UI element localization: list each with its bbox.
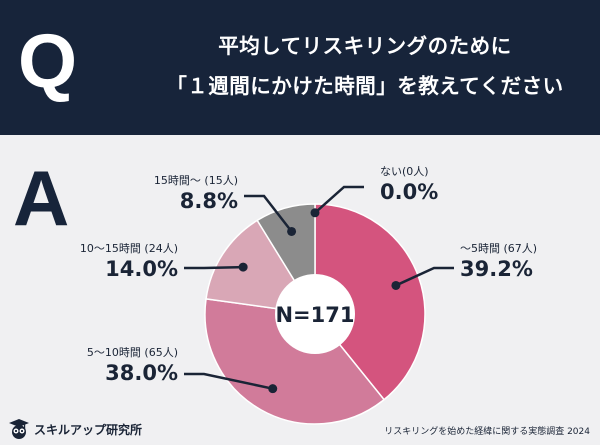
slice-percent-0: 39.2% bbox=[460, 257, 533, 281]
question-banner: Q 平均してリスキリングのために 「１週間にかけた時間」を教えてください bbox=[0, 0, 600, 135]
slice-percent-2: 14.0% bbox=[105, 257, 178, 281]
slice-percent-4: 0.0% bbox=[380, 180, 438, 204]
donut-slice-1 bbox=[204, 297, 386, 425]
slice-percent-1: 38.0% bbox=[105, 361, 178, 385]
donut-hole bbox=[275, 274, 355, 354]
owl-logo-icon bbox=[9, 419, 29, 439]
callout-line-4 bbox=[314, 185, 364, 214]
chart-callouts: 〜5時間 (67人) 39.2% 5〜10時間 (65人) 38.0% 10〜15時間 … bbox=[80, 165, 537, 394]
brand-name: スキルアップ研究所 bbox=[34, 422, 143, 437]
question-text: 平均してリスキリングのために 「１週間にかけた時間」を教えてください bbox=[150, 26, 580, 106]
slice-label-0: 〜5時間 (67人) bbox=[460, 242, 537, 255]
question-line-1: 平均してリスキリングのために bbox=[218, 34, 512, 58]
callout-line-0 bbox=[395, 266, 454, 287]
sample-size-label: N=171 bbox=[275, 303, 354, 327]
answer-mark-letter: A bbox=[13, 154, 70, 242]
slice-percent-3: 8.8% bbox=[180, 189, 238, 213]
donut-slice-0 bbox=[314, 203, 426, 401]
callout-line-3 bbox=[244, 194, 293, 233]
slice-label-4: ない(0人) bbox=[380, 165, 429, 178]
survey-source: リスキリングを始めた経緯に関する実態調査 2024 bbox=[384, 427, 590, 437]
question-mark-letter: Q bbox=[18, 19, 78, 104]
callout-line-2 bbox=[184, 265, 244, 270]
slice-label-2: 10〜15時間 (24人) bbox=[80, 242, 178, 255]
slice-label-1: 5〜10時間 (65人) bbox=[87, 346, 178, 359]
slice-label-3: 15時間〜 (15人) bbox=[154, 174, 238, 187]
brand: スキルアップ研究所 bbox=[8, 417, 142, 441]
question-line-2: 「１週間にかけた時間」を教えてください bbox=[166, 74, 564, 98]
callout-line-1 bbox=[184, 372, 273, 390]
